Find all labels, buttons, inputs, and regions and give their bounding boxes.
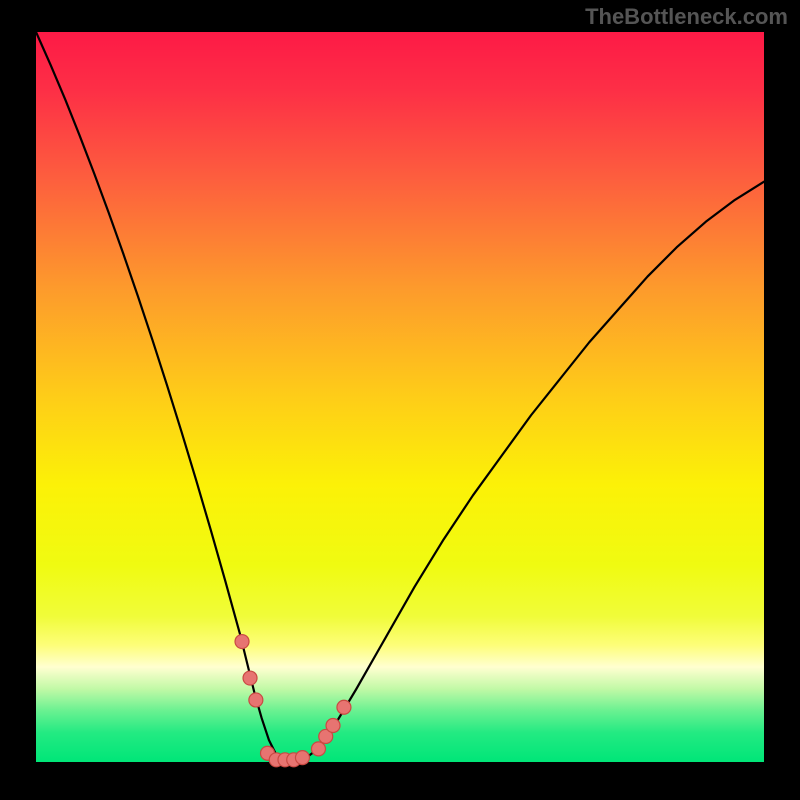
curve-marker — [235, 635, 249, 649]
curve-marker — [326, 719, 340, 733]
curve-marker — [249, 693, 263, 707]
curve-svg — [0, 0, 800, 800]
curve-marker — [311, 742, 325, 756]
bottleneck-curve — [36, 32, 764, 761]
chart-frame: TheBottleneck.com — [0, 0, 800, 800]
curve-marker — [243, 671, 257, 685]
curve-marker — [295, 751, 309, 765]
curve-marker — [337, 700, 351, 714]
